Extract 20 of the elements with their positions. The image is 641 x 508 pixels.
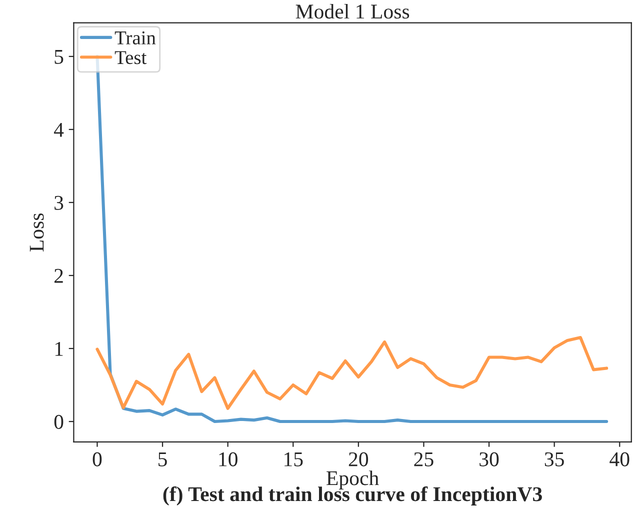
chart-title: Model 1 Loss [296, 4, 410, 19]
y-tick-label: 5 [54, 50, 64, 64]
line-series [96, 336, 608, 410]
x-tick-label: 5 [158, 452, 167, 466]
y-tick-label: 1 [55, 342, 63, 356]
y-tick-label: 3 [54, 196, 64, 210]
y-tick-label: 2 [54, 268, 63, 283]
x-tick-label: 30 [480, 452, 499, 466]
x-tick-label: 25 [414, 452, 434, 466]
x-tick-label: 40 [610, 452, 630, 466]
x-tick-label: 35 [544, 452, 564, 466]
y-tick-label: 4 [54, 122, 64, 137]
y-tick-label: 0 [54, 414, 64, 429]
legend-label: Test [114, 51, 147, 64]
x-tick-label: 15 [284, 452, 303, 466]
y-axis-title: Loss [30, 213, 44, 252]
x-tick-label: 0 [92, 452, 102, 466]
x-tick-label: 20 [348, 452, 368, 466]
x-tick-label: 10 [219, 452, 238, 466]
legend-label: Train [114, 31, 156, 44]
